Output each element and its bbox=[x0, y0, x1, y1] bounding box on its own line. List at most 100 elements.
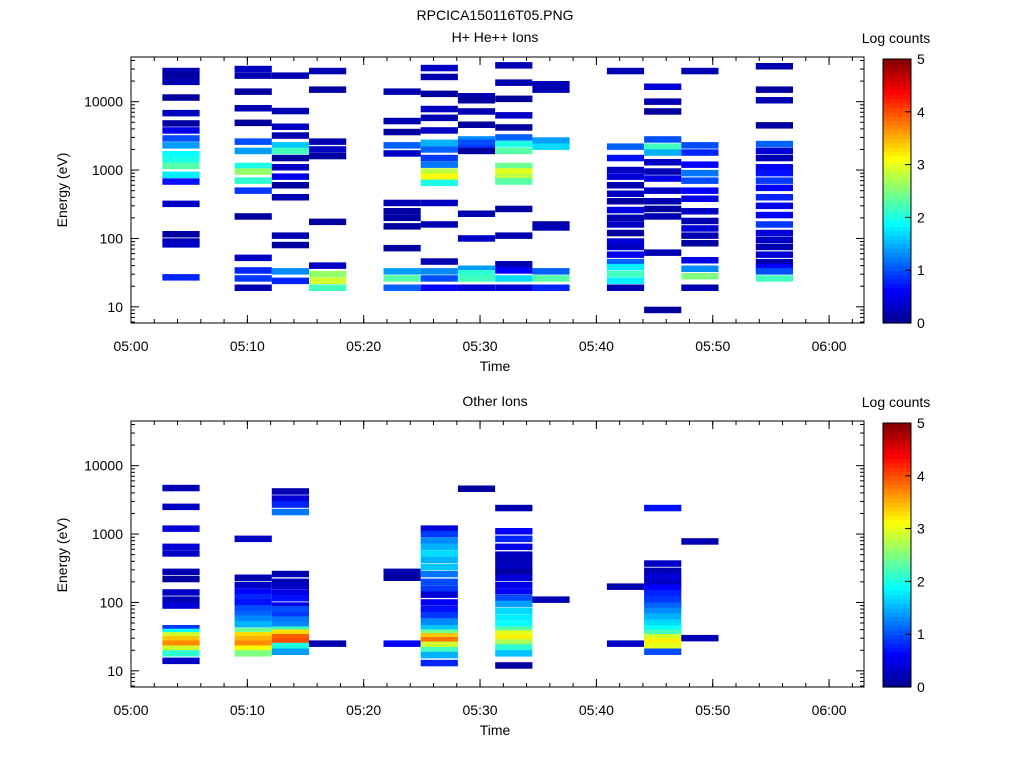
heatmap-cell bbox=[755, 258, 793, 266]
heatmap-cell bbox=[495, 588, 533, 595]
heatmap-cell bbox=[606, 173, 645, 180]
colorbar-segment bbox=[883, 590, 911, 596]
heatmap-cell bbox=[644, 159, 682, 166]
heatmap-cell bbox=[271, 268, 309, 275]
heatmap-cell bbox=[495, 543, 533, 551]
heatmap-cell bbox=[457, 147, 496, 155]
heatmap-cell bbox=[681, 169, 719, 177]
heatmap-cell bbox=[234, 627, 272, 635]
heatmap-cell bbox=[606, 640, 645, 647]
heatmap-cell bbox=[162, 575, 200, 583]
heatmap-cell bbox=[271, 638, 309, 645]
heatmap-cell bbox=[420, 633, 458, 640]
colorbar-segment bbox=[883, 612, 911, 618]
colorbar-segment bbox=[883, 656, 911, 662]
heatmap-cell bbox=[162, 231, 200, 238]
y-tick-label: 100 bbox=[100, 594, 124, 610]
heatmap-cell bbox=[755, 202, 793, 210]
colorbar-segment bbox=[883, 309, 911, 315]
heatmap-cell bbox=[495, 630, 533, 637]
heatmap-cell bbox=[457, 210, 496, 217]
heatmap-cell bbox=[495, 134, 533, 141]
heatmap-cell bbox=[644, 642, 682, 650]
heatmap-cell bbox=[309, 146, 347, 153]
heatmap-cell bbox=[271, 589, 309, 596]
heatmap-cell bbox=[495, 162, 533, 170]
heatmap-cell bbox=[755, 164, 793, 171]
colorbar-segment bbox=[883, 147, 911, 152]
heatmap-cell bbox=[644, 175, 682, 182]
colorbar-segment bbox=[883, 213, 911, 218]
x-tick-label: 06:00 bbox=[812, 702, 847, 718]
colorbar-segment bbox=[883, 76, 911, 82]
colorbar-segment bbox=[883, 287, 911, 293]
heatmap-cell bbox=[420, 525, 458, 532]
heatmap-cell bbox=[234, 581, 272, 589]
colorbar-segment bbox=[883, 283, 911, 289]
colorbar-segment bbox=[883, 252, 911, 258]
heatmap-cell bbox=[644, 306, 682, 314]
colorbar-segment bbox=[883, 81, 911, 86]
heatmap-cell bbox=[644, 602, 682, 609]
colorbar-segment bbox=[883, 440, 911, 446]
heatmap-cell bbox=[495, 112, 533, 119]
colorbar-segment bbox=[883, 164, 911, 170]
heatmap-cell bbox=[755, 251, 793, 258]
heatmap-cell bbox=[162, 120, 200, 127]
heatmap-cell bbox=[271, 595, 309, 602]
heatmap-cell bbox=[681, 187, 719, 194]
heatmap-cell bbox=[234, 254, 272, 262]
colorbar-segment bbox=[883, 541, 911, 547]
heatmap-cell bbox=[644, 567, 682, 575]
y-axis-label-h-he: Energy (eV) bbox=[54, 153, 70, 228]
heatmap-cell bbox=[271, 622, 309, 630]
heatmap-cell bbox=[532, 284, 570, 291]
y-tick-label: 1000 bbox=[92, 162, 123, 178]
heatmap-cell bbox=[495, 595, 533, 602]
heatmap-cell bbox=[309, 67, 347, 75]
heatmap-cell bbox=[383, 88, 421, 95]
colorbar-segment bbox=[883, 651, 911, 657]
heatmap-cell bbox=[420, 578, 458, 586]
colorbar-segment bbox=[883, 445, 911, 450]
heatmap-cell bbox=[234, 605, 272, 612]
heatmap-cell bbox=[457, 121, 496, 128]
heatmap-cell bbox=[755, 147, 793, 155]
y-axis-label-other: Energy (eV) bbox=[54, 518, 70, 593]
colorbar-segment bbox=[883, 107, 911, 113]
heatmap-cell bbox=[420, 139, 458, 147]
x-tick-label: 05:20 bbox=[346, 338, 381, 354]
heatmap-cell bbox=[271, 277, 309, 285]
heatmap-cell bbox=[606, 154, 645, 162]
heatmap-cell bbox=[162, 178, 200, 185]
x-tick-label: 05:30 bbox=[463, 338, 498, 354]
heatmap-cell bbox=[420, 599, 458, 606]
heatmap-cell bbox=[755, 194, 793, 201]
heatmap-cell bbox=[606, 284, 645, 291]
heatmap-cell bbox=[755, 63, 793, 70]
heatmap-cell bbox=[606, 214, 645, 222]
heatmap-cell bbox=[271, 605, 309, 613]
heatmap-cell bbox=[271, 154, 309, 162]
colorbar-segment bbox=[883, 669, 911, 675]
heatmap-cell bbox=[606, 263, 645, 271]
heatmap-cell bbox=[420, 625, 458, 632]
heatmap-cell bbox=[495, 173, 533, 180]
colorbar-tick-label: 1 bbox=[917, 626, 925, 642]
colorbar-segment bbox=[883, 292, 911, 298]
heatmap-cell bbox=[420, 114, 458, 122]
heatmap-cell bbox=[644, 187, 682, 194]
heatmap-cell bbox=[234, 650, 272, 657]
colorbar-frame bbox=[882, 422, 912, 688]
heatmap-cell bbox=[420, 73, 458, 81]
colorbar-segment bbox=[883, 116, 911, 122]
y-tick-label: 1000 bbox=[92, 526, 123, 542]
colorbar-tick-label: 5 bbox=[917, 51, 925, 67]
heatmap-cells-h-he bbox=[162, 62, 793, 314]
colorbar-segment bbox=[883, 484, 911, 490]
heatmap-cell bbox=[681, 149, 719, 156]
colorbar-h-he: 0 1 2 3 4 5 bbox=[882, 51, 925, 331]
heatmap-cell bbox=[606, 166, 645, 174]
heatmap-cell bbox=[755, 211, 793, 219]
colorbar-segment bbox=[883, 682, 911, 688]
